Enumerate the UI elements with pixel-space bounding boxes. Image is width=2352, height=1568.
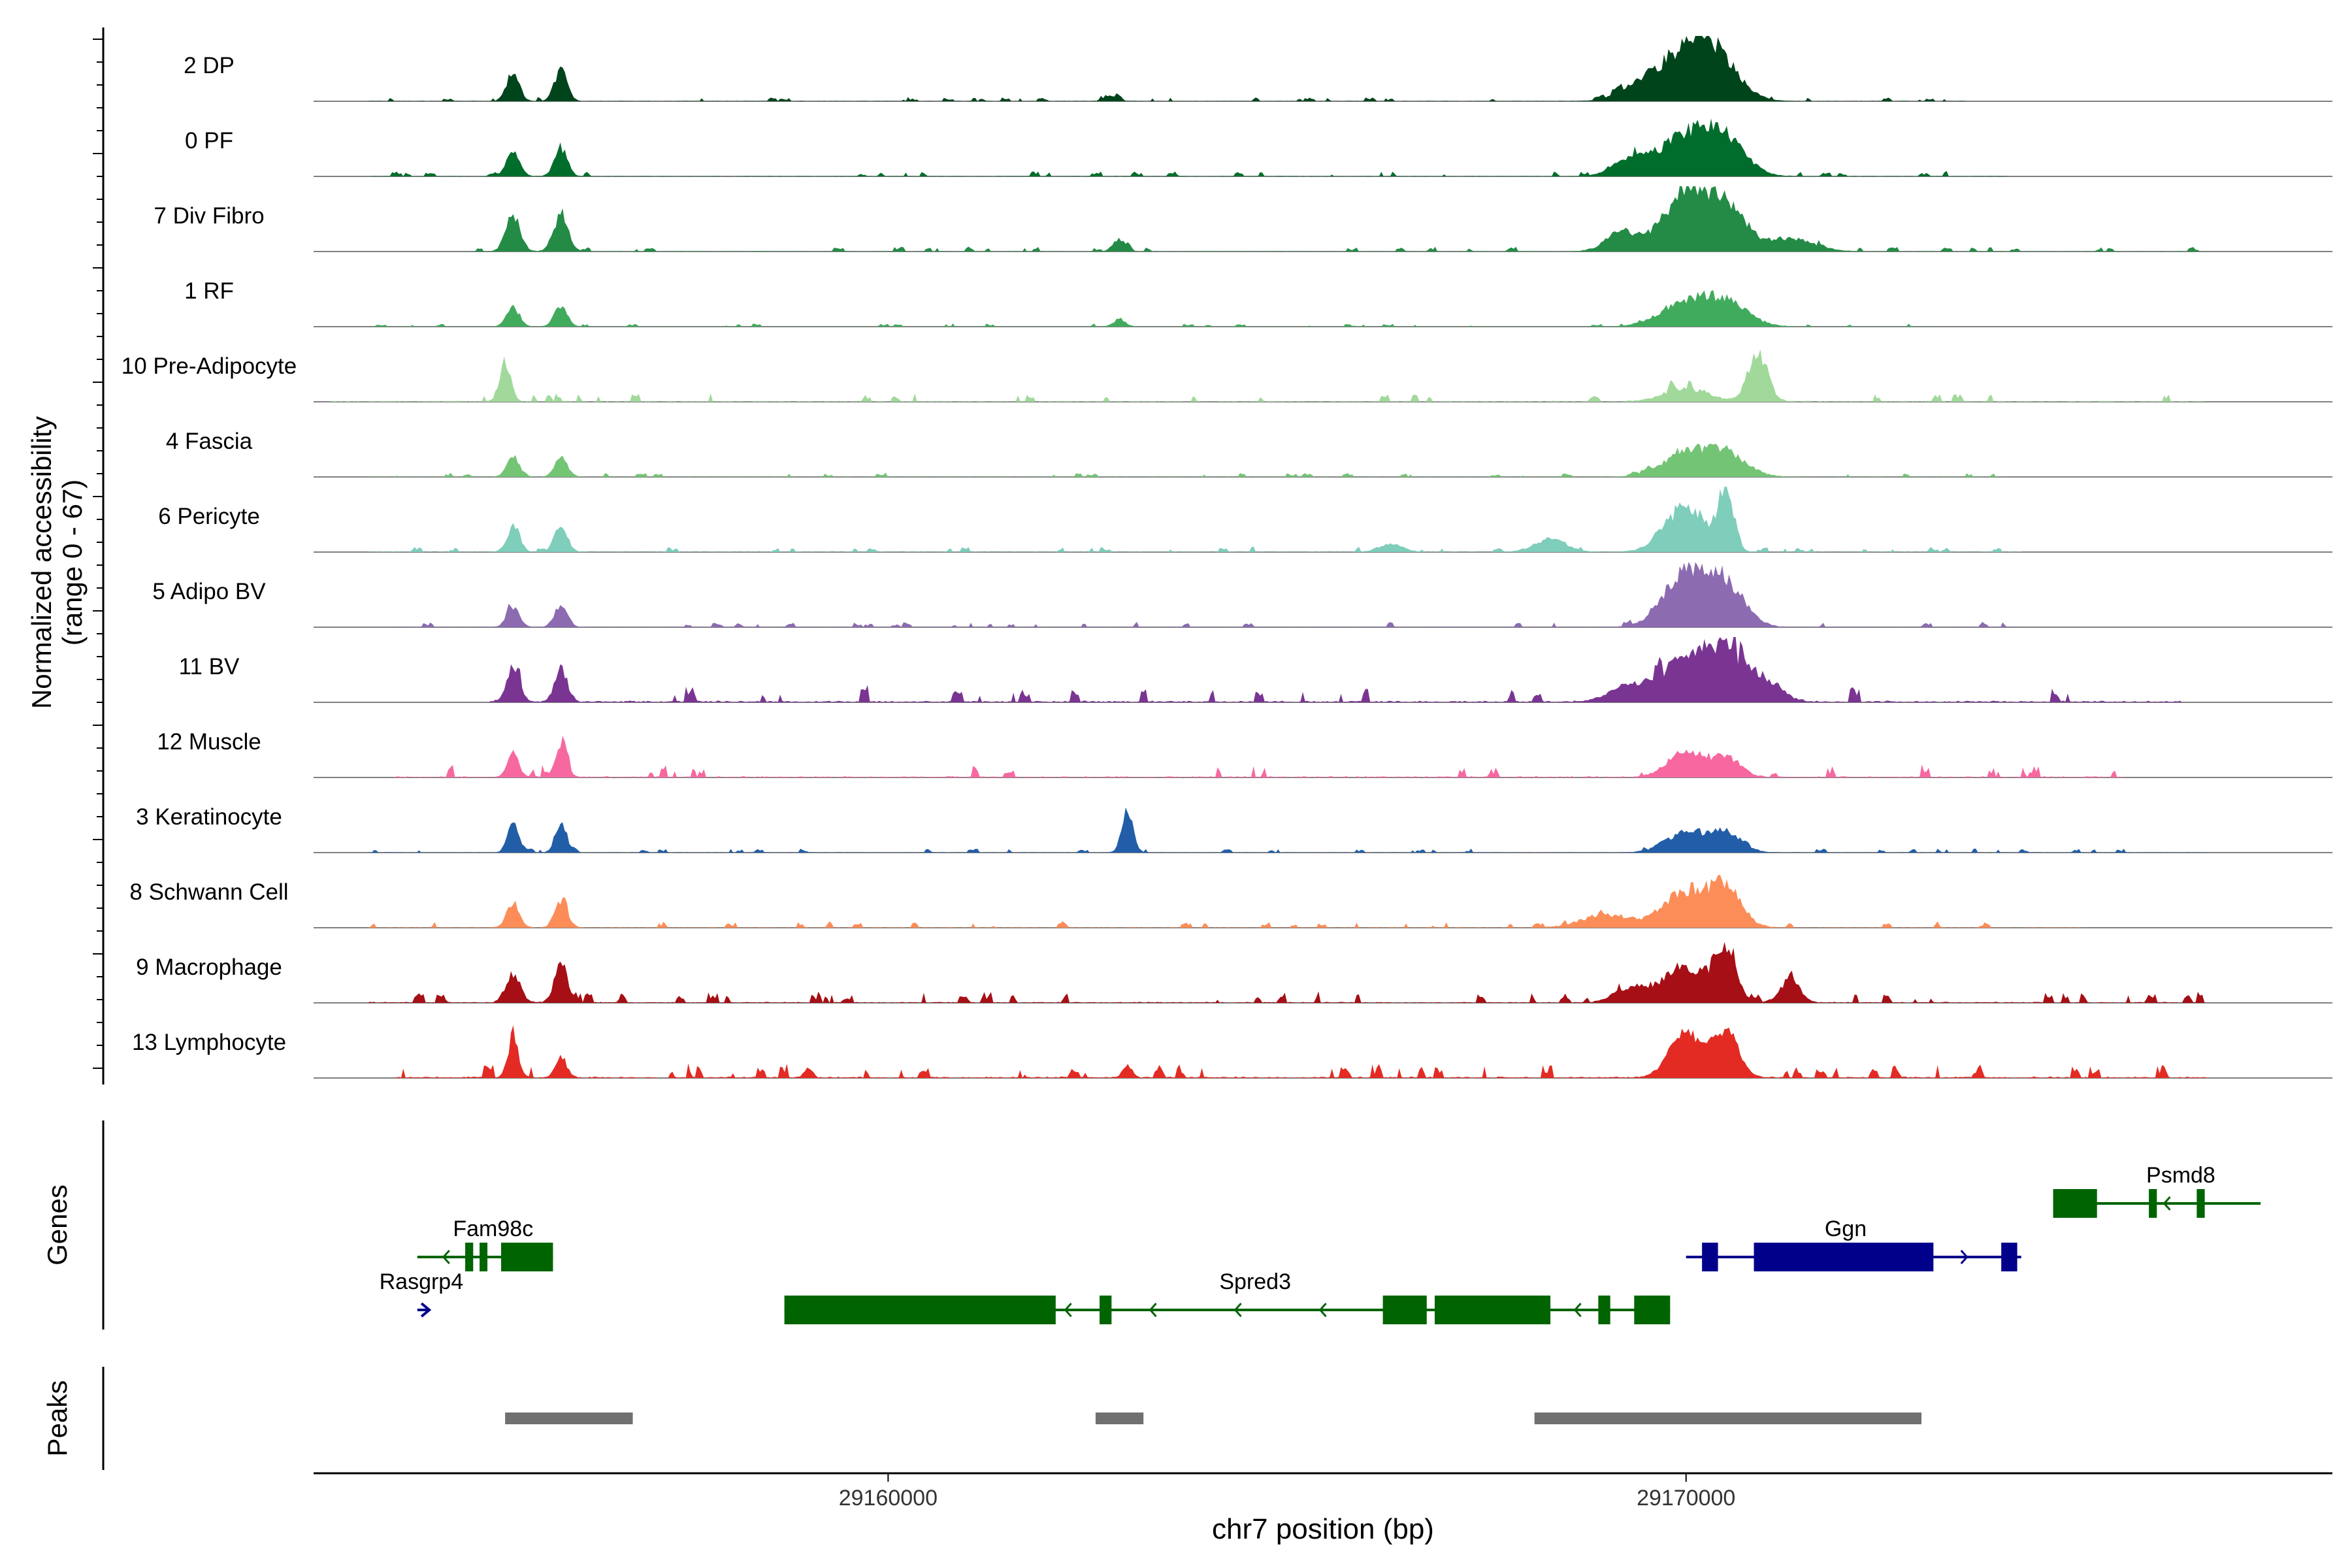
coverage-y-ticks [93, 39, 103, 1069]
strand-arrow [1233, 1302, 1242, 1318]
track-13: 13 Lymphocyte [132, 1025, 2332, 1079]
coverage-area [314, 941, 2332, 1003]
peaks-panel-label: Peaks [42, 1380, 73, 1457]
gene-4: Psmd8 [2053, 1163, 2261, 1218]
gene-exon [501, 1243, 553, 1271]
gene-exon [480, 1243, 488, 1271]
gene-models: Fam98c Rasgrp4 Spred3 Ggn Psmd8 [380, 1163, 2261, 1324]
gene-label: Rasgrp4 [380, 1269, 464, 1294]
track-0: 2 DP [184, 36, 2332, 102]
track-2: 7 Div Fibro [154, 186, 2332, 252]
gene-exon [1382, 1296, 1427, 1324]
strand-arrow [1149, 1302, 1157, 1318]
track-label: 11 BV [179, 654, 240, 679]
track-4: 10 Pre-Adipocyte [122, 349, 2332, 402]
coverage-tracks: 2 DP 0 PF 7 Div Fibro 1 RF 10 Pre-Adipocyte 4… [122, 36, 2332, 1079]
gene-exon [1634, 1296, 1671, 1324]
coverage-area [314, 807, 2332, 853]
strand-arrow [442, 1249, 450, 1265]
gene-label: Fam98c [453, 1217, 533, 1241]
x-axis-ticks: 29160000 29170000 [839, 1473, 1735, 1511]
coverage-area [314, 444, 2332, 477]
coverage-area [314, 736, 2332, 777]
track-label: 0 PF [185, 128, 233, 154]
gene-label: Ggn [1825, 1217, 1867, 1241]
track-label: 13 Lymphocyte [132, 1030, 286, 1055]
y-axis-label-line1: Normalized accessibility [26, 416, 57, 709]
track-label: 6 Pericyte [158, 504, 260, 529]
x-tick-label: 29170000 [1637, 1486, 1735, 1511]
coverage-area [314, 118, 2332, 176]
coverage-area [314, 1025, 2332, 1078]
track-label: 3 Keratinocyte [136, 804, 282, 830]
track-8: 11 BV [179, 637, 2332, 703]
gene-exon [2053, 1189, 2097, 1218]
coverage-area [314, 562, 2332, 627]
strand-arrow [1960, 1249, 1968, 1265]
gene-exon [1100, 1296, 1112, 1324]
track-7: 5 Adipo BV [152, 562, 2332, 628]
track-1: 0 PF [185, 118, 2332, 177]
peak-region [1534, 1413, 1922, 1424]
peak-region [1095, 1413, 1144, 1424]
coverage-area [314, 290, 2332, 327]
gene-exon [1434, 1296, 1551, 1324]
gene-label: Spred3 [1219, 1269, 1291, 1294]
track-6: 6 Pericyte [158, 487, 2332, 553]
gene-exon [2149, 1189, 2157, 1218]
gene-exon [1702, 1243, 1718, 1271]
gene-exon [1754, 1243, 1934, 1271]
strand-arrow [2163, 1196, 2171, 1211]
y-axis-label-line2: (range 0 - 67) [57, 480, 88, 645]
genes-panel-label: Genes [42, 1184, 73, 1266]
gene-exon [1598, 1296, 1610, 1324]
track-5: 4 Fascia [166, 429, 2332, 478]
track-label: 2 DP [184, 53, 235, 78]
gene-exon [2001, 1243, 2017, 1271]
coverage-area [314, 637, 2332, 702]
track-label: 4 Fascia [166, 429, 253, 454]
x-axis-label: chr7 position (bp) [1212, 1513, 1434, 1545]
gene-exon [2197, 1189, 2205, 1218]
gene-exon [784, 1296, 1056, 1324]
track-9: 12 Muscle [157, 729, 2332, 778]
gene-label: Psmd8 [2146, 1163, 2215, 1188]
gene-2: Spred3 [784, 1269, 1671, 1324]
coverage-area [314, 186, 2332, 252]
track-label: 12 Muscle [157, 729, 261, 755]
track-label: 10 Pre-Adipocyte [122, 353, 297, 379]
peak-region [505, 1413, 633, 1424]
strand-arrow [420, 1302, 432, 1318]
track-3: 1 RF [184, 278, 2332, 327]
coverage-area [314, 487, 2332, 552]
track-label: 8 Schwann Cell [129, 879, 288, 905]
gene-exon [465, 1243, 474, 1271]
strand-arrow [1064, 1302, 1072, 1318]
track-label: 9 Macrophage [136, 955, 282, 980]
strand-arrow [1573, 1302, 1582, 1318]
track-label: 7 Div Fibro [154, 203, 264, 229]
coverage-area [314, 349, 2332, 402]
track-label: 5 Adipo BV [152, 579, 266, 604]
strand-arrow [1318, 1302, 1327, 1318]
track-10: 3 Keratinocyte [136, 804, 2332, 853]
gene-0: Fam98c [417, 1217, 553, 1271]
coverage-area [314, 36, 2332, 101]
gene-1: Rasgrp4 [380, 1269, 464, 1318]
track-11: 8 Schwann Cell [129, 875, 2332, 928]
gene-3: Ggn [1686, 1217, 2021, 1271]
track-label: 1 RF [184, 278, 234, 304]
x-tick-label: 29160000 [839, 1486, 938, 1511]
track-12: 9 Macrophage [136, 941, 2332, 1004]
coverage-area [314, 875, 2332, 928]
peak-regions [505, 1413, 1922, 1424]
